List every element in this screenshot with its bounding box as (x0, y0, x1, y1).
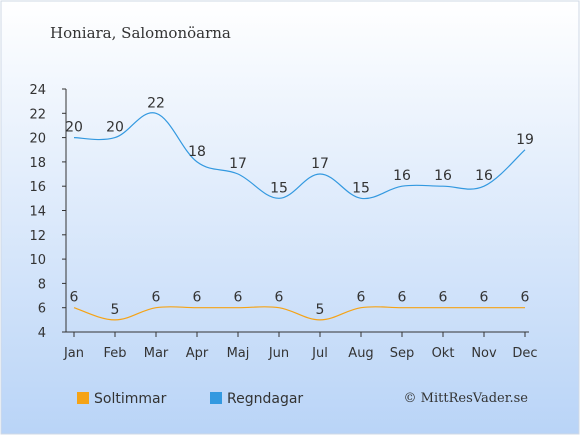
x-tick-label: Dec (512, 346, 537, 361)
legend: Soltimmar Regndagar (77, 391, 303, 407)
data-label-regndagar: 18 (188, 144, 206, 160)
x-tick-label: Aug (348, 346, 373, 361)
x-tick-label: Sep (390, 346, 415, 361)
x-tick-label: Okt (432, 346, 455, 361)
data-label-regndagar: 20 (106, 120, 124, 136)
copyright-text: © MittResVader.se (404, 391, 529, 406)
data-label-soltimmar: 6 (152, 290, 161, 306)
y-tick-label: 24 (29, 83, 46, 98)
data-label-soltimmar: 6 (480, 290, 489, 306)
y-tick-label: 4 (38, 326, 46, 341)
data-label-regndagar: 17 (229, 156, 247, 172)
legend-label-regndagar: Regndagar (227, 391, 303, 407)
x-tick-label: Apr (186, 346, 209, 361)
data-label-regndagar: 17 (311, 156, 329, 172)
data-label-soltimmar: 6 (275, 290, 284, 306)
y-tick-label: 18 (29, 156, 46, 171)
data-label-soltimmar: 6 (439, 290, 448, 306)
x-tick-label: Maj (227, 346, 250, 361)
legend-label-soltimmar: Soltimmar (94, 391, 167, 407)
data-label-regndagar: 20 (65, 120, 83, 136)
x-tick-label: Jun (268, 346, 289, 361)
y-tick-label: 14 (29, 205, 46, 220)
y-tick-label: 6 (38, 302, 46, 317)
data-label-regndagar: 16 (475, 168, 493, 184)
data-label-soltimmar: 5 (111, 302, 120, 318)
legend-swatch-soltimmar (77, 392, 89, 404)
series-line-soltimmar (73, 306, 525, 321)
data-label-soltimmar: 6 (521, 290, 530, 306)
data-label-regndagar: 19 (516, 132, 534, 148)
data-label-regndagar: 16 (434, 168, 452, 184)
x-tick-label: Mar (144, 346, 169, 361)
data-label-soltimmar: 6 (234, 290, 243, 306)
series-line-regndagar (73, 112, 526, 200)
y-tick-label: 10 (29, 253, 46, 268)
data-label-soltimmar: 5 (316, 302, 325, 318)
y-ticks: 4 6 8 10 12 14 16 18 20 22 24 (29, 83, 66, 341)
chart-title: Honiara, Salomonöarna (50, 24, 231, 42)
x-tick-label: Jul (311, 346, 328, 361)
y-tick-label: 8 (38, 277, 46, 292)
data-label-regndagar: 15 (352, 180, 370, 196)
y-tick-label: 16 (29, 180, 46, 195)
y-tick-label: 22 (29, 107, 46, 122)
data-label-soltimmar: 6 (398, 290, 407, 306)
x-tick-label: Jan (63, 346, 84, 361)
y-tick-label: 12 (29, 229, 46, 244)
x-tick-label: Nov (471, 346, 497, 361)
x-tick-label: Feb (103, 346, 126, 361)
legend-swatch-regndagar (210, 392, 222, 404)
data-label-regndagar: 16 (393, 168, 411, 184)
data-label-soltimmar: 6 (357, 290, 366, 306)
data-label-soltimmar: 6 (70, 290, 79, 306)
data-label-soltimmar: 6 (193, 290, 202, 306)
data-label-regndagar: 15 (270, 180, 288, 196)
x-ticks: Jan Feb Mar Apr Maj Jun Jul Aug Sep Okt Nov Dec (63, 332, 538, 361)
series: 6 5 6 6 6 6 5 6 6 6 6 6 20 20 22 18 17 15 17 15 16 16 16 19 (65, 95, 534, 321)
data-label-regndagar: 22 (147, 95, 165, 111)
y-tick-label: 20 (29, 132, 46, 147)
